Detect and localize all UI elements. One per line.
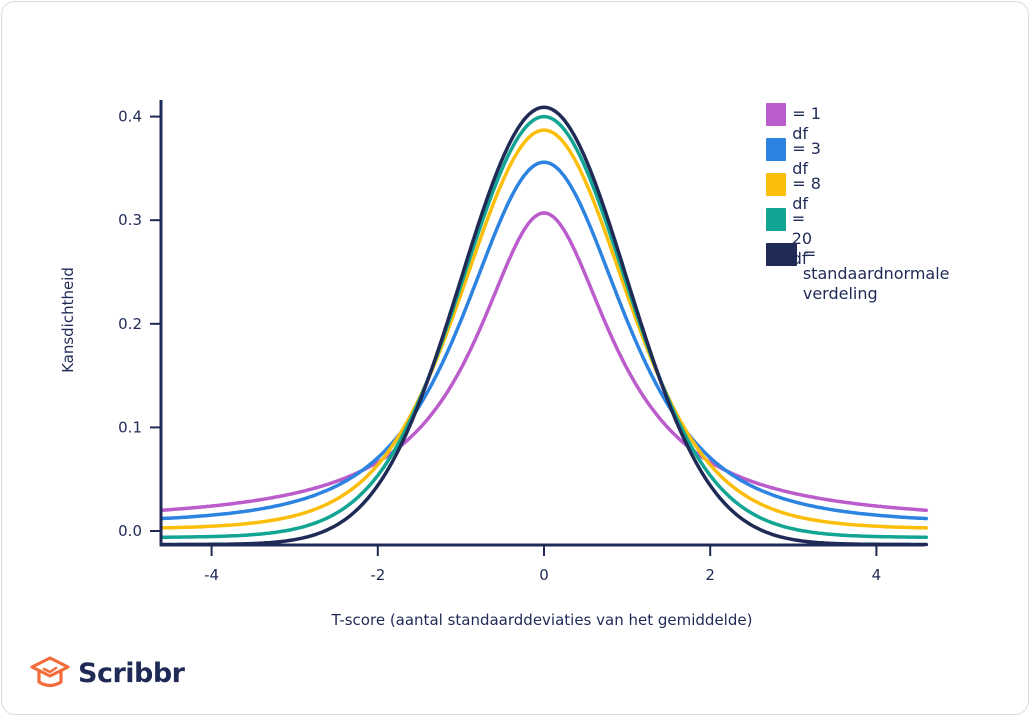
series-line-3 [159,128,929,530]
y-tick-label: 0.2 [118,315,142,333]
series-line-1 [159,211,929,513]
legend-swatch-8df [766,173,787,196]
legend-label-normal-line2: verdeling [802,284,878,303]
legend-item-1df: = 1 df [766,103,822,144]
legend-item-normal: = standaardnormale verdeling [766,243,953,304]
y-tick-label: 0.1 [118,418,142,436]
series-line-5 [159,105,929,547]
curves-group [159,105,929,547]
series-line-2 [159,160,929,521]
y-tick-label: 0.3 [118,211,142,229]
y-tick-label: 0.4 [118,108,142,126]
brand-name: Scribbr [78,657,185,689]
x-tick-label: -4 [204,566,219,584]
y-tick-label: 0.0 [118,522,142,540]
y-axis-label: Kansdichtheid [59,267,77,373]
legend-item-3df: = 3 df [766,138,822,179]
legend-label-normal: = standaardnormale verdeling [803,244,953,304]
legend-label-normal-line1: = standaardnormale [802,244,950,283]
legend-label-8df: = 8 df [792,174,821,213]
legend-label-1df: = 1 df [792,104,821,143]
legend-swatch-normal [766,243,797,266]
legend-item-8df: = 8 df [766,173,822,214]
x-axis-label: T-score (aantal standaarddeviaties van h… [331,611,753,629]
x-ticks-group: -4 -2 0 2 4 [204,545,881,584]
x-tick-label: 2 [705,566,715,584]
legend-swatch-3df [766,138,787,161]
x-tick-label: 4 [872,566,882,584]
graduation-cap-icon [30,656,70,688]
x-tick-label: -2 [370,566,385,584]
legend-swatch-1df [766,103,787,126]
y-ticks-group: 0.0 0.1 0.2 0.3 0.4 [118,108,161,540]
series-line-4 [159,114,929,539]
x-tick-label: 0 [539,566,549,584]
legend-swatch-20df [766,208,786,231]
scribbr-brand: Scribbr [30,655,185,691]
legend-label-3df: = 3 df [792,139,821,178]
